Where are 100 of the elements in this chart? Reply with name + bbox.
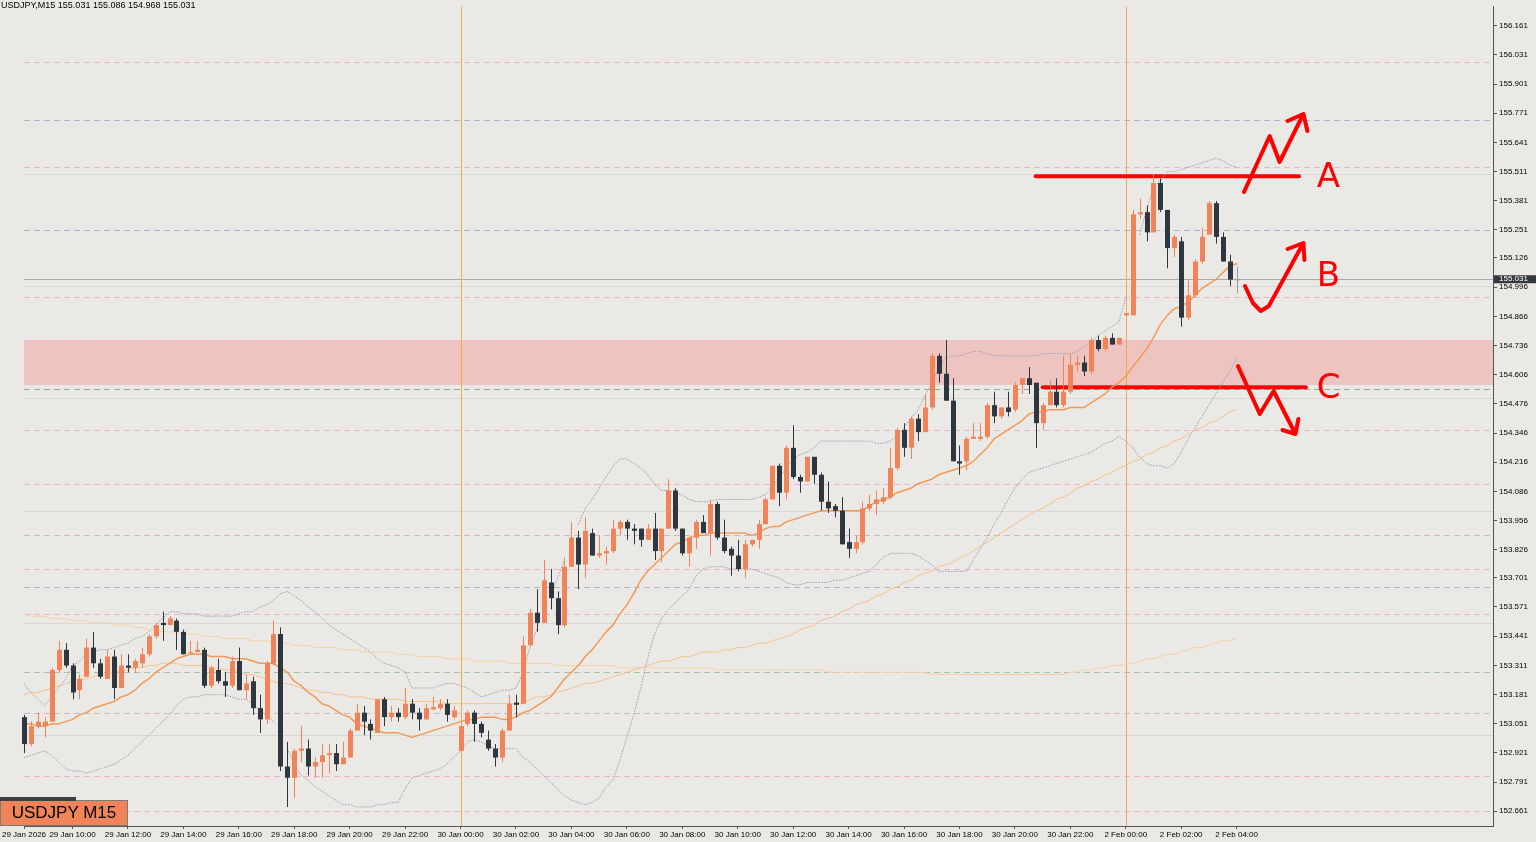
candlestick — [161, 611, 166, 642]
candlestick — [729, 546, 734, 577]
candlestick — [653, 512, 658, 561]
candlestick — [216, 658, 221, 684]
x-tick-label: 30 Jan 18:00 — [936, 830, 984, 839]
y-tick-label: 155.251 — [1499, 225, 1529, 235]
ref-line-label: 155.031 — [1499, 274, 1529, 284]
y-tick-label: 153.051 — [1499, 718, 1529, 728]
candlestick — [320, 743, 325, 779]
y-tick-label: 155.771 — [1499, 108, 1529, 118]
candlestick — [964, 436, 969, 471]
y-tick-label: 153.441 — [1499, 631, 1529, 641]
x-tick-label: 30 Jan 10:00 — [714, 830, 762, 839]
x-tick-label: 2 Feb 02:00 — [1159, 830, 1204, 839]
x-tick-label: 30 Jan 04:00 — [548, 830, 596, 839]
candlestick — [1138, 198, 1143, 220]
x-tick-label: 29 Jan 14:00 — [160, 830, 208, 839]
chart-title: USDJPY,M15 155.031 155.086 154.968 155.031 — [1, 0, 196, 10]
candlestick — [493, 743, 498, 768]
x-tick-label: 29 Jan 2026 — [1, 830, 47, 839]
candlestick — [77, 674, 82, 700]
candlestick — [812, 456, 817, 485]
y-tick-label: 153.311 — [1499, 660, 1528, 670]
candlestick — [916, 413, 921, 442]
candlestick — [64, 642, 69, 669]
candlestick — [694, 519, 699, 550]
candlestick — [659, 528, 664, 563]
y-tick-label: 154.996 — [1499, 282, 1529, 292]
candlestick — [244, 674, 249, 700]
y-tick-label: 152.661 — [1499, 806, 1529, 816]
candlestick — [847, 528, 852, 559]
candlestick — [736, 539, 741, 572]
candlestick — [313, 757, 318, 779]
candlestick — [486, 730, 491, 752]
x-tick-label: 30 Jan 14:00 — [825, 830, 873, 839]
y-tick-label: 156.161 — [1499, 20, 1529, 30]
candlestick — [874, 489, 879, 516]
y-tick-label: 155.901 — [1499, 79, 1529, 89]
x-tick-label: 30 Jan 16:00 — [880, 830, 928, 839]
candlestick — [105, 649, 110, 680]
candlestick — [757, 519, 762, 550]
candlestick — [140, 647, 145, 669]
candlestick — [334, 743, 339, 772]
candlestick — [1235, 266, 1240, 294]
y-tick-label: 154.086 — [1499, 486, 1529, 496]
x-tick-label: 30 Jan 06:00 — [603, 830, 651, 839]
candlestick — [722, 519, 727, 554]
candlestick — [382, 696, 387, 727]
candlestick — [1228, 254, 1233, 287]
y-tick-label: 154.346 — [1499, 428, 1529, 438]
annotation: USDJPY M15 — [0, 800, 128, 826]
candlestick — [1186, 278, 1191, 321]
candlestick — [209, 665, 214, 689]
annotation: B — [1316, 254, 1341, 294]
y-tick-label: 154.866 — [1499, 311, 1529, 321]
candlestick — [1006, 391, 1011, 417]
candlestick — [147, 633, 152, 658]
annotation: C — [1316, 366, 1341, 407]
y-tick-label: 152.921 — [1499, 748, 1529, 758]
candlestick — [992, 391, 997, 424]
y-tick-label: 154.216 — [1499, 457, 1529, 467]
candlestick — [1172, 234, 1177, 258]
candlestick — [91, 631, 96, 669]
x-tick-label: 29 Jan 12:00 — [104, 830, 152, 839]
candlestick — [174, 617, 179, 651]
candlestick — [299, 725, 304, 763]
candlestick — [1048, 379, 1053, 406]
candlestick — [1082, 355, 1087, 377]
candlestick — [514, 694, 519, 718]
candlestick — [258, 694, 263, 734]
candlestick — [355, 703, 360, 732]
y-tick-label: 155.381 — [1499, 195, 1529, 205]
candlestick — [1054, 377, 1059, 408]
candlestick — [611, 519, 616, 554]
annotation: A — [1316, 155, 1341, 196]
x-tick-label: 2 Feb 00:00 — [1104, 830, 1148, 839]
candlestick — [57, 640, 62, 673]
x-tick-label: 30 Jan 20:00 — [991, 830, 1039, 839]
candlestick — [597, 534, 602, 559]
y-tick-label: 156.031 — [1499, 50, 1529, 60]
y-tick-label: 153.956 — [1499, 515, 1529, 525]
x-tick-label: 30 Jan 12:00 — [770, 830, 817, 839]
x-tick-label: 29 Jan 10:00 — [49, 830, 97, 839]
candlestick — [403, 687, 408, 720]
candlestick — [549, 568, 554, 610]
candlestick — [98, 658, 103, 680]
candlestick — [1027, 366, 1032, 395]
x-tick-label: 30 Jan 02:00 — [492, 830, 540, 839]
candlestick — [590, 528, 595, 557]
y-tick-label: 154.606 — [1499, 369, 1529, 379]
candlestick — [29, 721, 34, 747]
candlestick — [902, 422, 907, 458]
x-tick-label: 30 Jan 08:00 — [659, 830, 706, 839]
candlestick — [306, 739, 311, 776]
candlestick — [43, 716, 48, 738]
candlestick — [957, 445, 962, 476]
candlestick — [625, 519, 630, 541]
candlestick — [181, 629, 186, 655]
y-tick-label: 155.641 — [1499, 137, 1529, 147]
y-tick-label: 154.736 — [1499, 340, 1529, 350]
